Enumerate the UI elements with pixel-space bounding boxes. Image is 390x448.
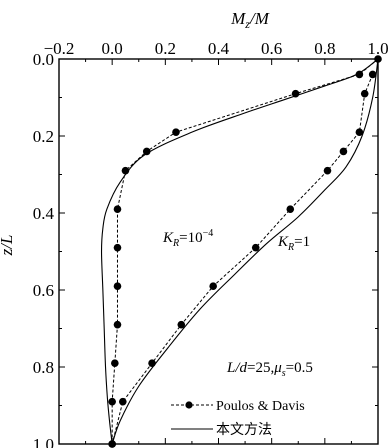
x-tick-labels: −0.2 0.0 0.2 0.4 0.6 0.8 1.0 (44, 39, 389, 58)
legend-method-label: 本文方法 (216, 422, 272, 438)
data-point (355, 128, 364, 136)
x-tick-label: 0.2 (155, 39, 176, 58)
series-poulos-line (111, 74, 374, 445)
x-tick-label: 0.6 (261, 39, 282, 58)
annotation-kr-low: KR=10−4 (162, 228, 213, 249)
annotation-params: L/d=25,μs=0.5 (226, 360, 313, 379)
legend: Poulos & Davis 本文方法 (171, 399, 305, 438)
data-point (209, 282, 217, 290)
data-point (177, 320, 186, 329)
data-point (111, 359, 119, 367)
data-point (360, 89, 369, 98)
y-tick-label: 0.4 (33, 204, 55, 223)
data-point (119, 397, 127, 406)
y-tick-label: 0.0 (33, 50, 54, 69)
legend-poulos-label: Poulos & Davis (216, 399, 305, 414)
x-tick-label: 1.0 (367, 39, 388, 58)
series-layer (100, 55, 382, 448)
y-tick-labels: 0.0 0.2 0.4 0.6 0.8 1.0 (33, 50, 55, 448)
tick-group (58, 58, 379, 445)
data-point (113, 282, 122, 290)
y-tick-label: 1.0 (33, 435, 54, 448)
legend-item-method: 本文方法 (171, 422, 272, 438)
data-point (113, 205, 122, 213)
y-tick-label: 0.6 (33, 281, 54, 300)
data-point (355, 70, 364, 79)
data-point (113, 243, 122, 252)
annotation-kr-high: KR=1 (277, 234, 310, 253)
data-point (251, 243, 260, 252)
legend-poulos-marker (185, 401, 193, 409)
data-point (148, 359, 156, 367)
series-method-kr-low (100, 58, 379, 445)
series-poulos-kr-low (108, 55, 382, 448)
cropped-title-area (0, 0, 390, 8)
series-poulos-kr1 (108, 70, 377, 448)
x-tick-label: 0.4 (208, 39, 230, 58)
x-tick-label: 0.0 (102, 39, 123, 58)
y-axis-title: z/L (0, 235, 16, 257)
data-point (172, 128, 180, 136)
data-point (339, 147, 348, 156)
data-point (286, 205, 295, 213)
series-method-line (111, 58, 379, 445)
data-point (368, 70, 377, 79)
data-point (108, 397, 116, 406)
y-tick-label: 0.8 (33, 358, 54, 377)
x-tick-label: −0.2 (44, 39, 75, 58)
y-tick-label: 0.2 (33, 127, 54, 146)
series-poulos-line (111, 58, 379, 444)
data-point (113, 320, 122, 329)
x-axis-title: Mz/M (230, 9, 270, 31)
series-method-kr1 (111, 58, 379, 445)
x-tick-label: 0.8 (314, 39, 335, 58)
legend-item-poulos: Poulos & Davis (171, 399, 305, 414)
series-method-line (100, 58, 379, 445)
data-point (142, 147, 151, 156)
data-point (323, 166, 332, 175)
